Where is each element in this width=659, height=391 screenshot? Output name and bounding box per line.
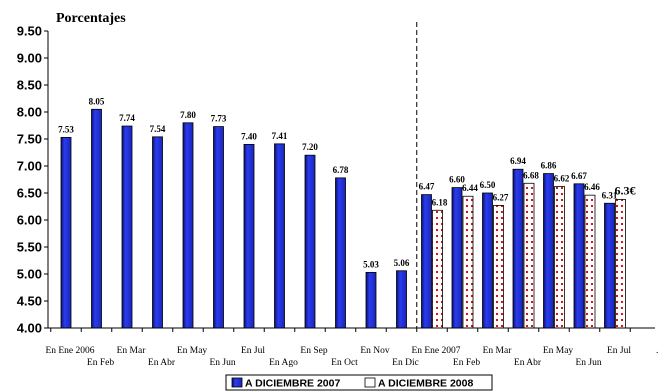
x-tick-label: En May (543, 346, 574, 356)
bar-2007 (451, 187, 463, 329)
x-tick-label: En Oct (331, 358, 358, 368)
data-label-2007: 6.60 (449, 175, 465, 185)
data-label-2007: 6.78 (333, 165, 349, 175)
bar-2008 (432, 209, 443, 329)
data-label-2007: 7.20 (302, 142, 318, 152)
bar-2007 (60, 136, 72, 329)
legend-swatch-2008 (364, 377, 376, 388)
data-label-2007: 7.41 (272, 131, 288, 141)
bar-2008 (615, 199, 626, 329)
data-label-2007: 5.03 (363, 259, 379, 269)
data-label-2008: 6.68 (523, 170, 539, 180)
data-label-2007: 6.67 (571, 171, 587, 181)
x-tick-label: En Sep (300, 346, 327, 356)
x-tick-label: En Abr (514, 358, 542, 368)
y-tick-label: 6.00 (17, 213, 42, 228)
bar-2008 (523, 182, 535, 329)
data-label-2007: 7.73 (211, 114, 227, 124)
legend-label-2007: A DICIEMBRE 2007 (245, 378, 340, 390)
data-label-2007: 6.47 (419, 182, 435, 192)
bars: 7.53 8.05 7.74 7.54 7.80 7.73 7.40 7.41 7.20 6.78… (58, 96, 636, 329)
bar-2007 (543, 173, 554, 329)
data-label-2008: 6.46 (584, 182, 600, 192)
data-label-2007: 7.54 (150, 124, 166, 134)
y-tick-label: 7.50 (17, 132, 42, 147)
x-tick-label: En Dic (392, 358, 419, 368)
x-tick-label: En Mar (483, 346, 513, 356)
y-tick-label: 8.00 (17, 105, 42, 120)
bar-2007 (213, 126, 224, 329)
x-tick-label: En Abr (148, 358, 176, 368)
data-label-2007: 7.40 (241, 131, 257, 141)
data-label-2008: 6.44 (462, 183, 478, 193)
legend-label-2008: A DICIEMBRE 2008 (378, 378, 473, 390)
x-tick-label-trailing: . (656, 346, 658, 356)
y-tick-label: 9.00 (17, 51, 42, 66)
bar-2007 (573, 183, 585, 329)
data-label-2007: 7.80 (180, 110, 196, 120)
x-tick-label: En Jun (575, 358, 601, 368)
x-tick-label: En May (177, 346, 208, 356)
data-label-2007: 6.94 (510, 156, 526, 166)
data-label-2007: 8.05 (89, 96, 105, 106)
bar-2008 (554, 186, 565, 329)
bar-2007 (274, 143, 285, 329)
data-label-2008: 6.27 (493, 192, 509, 202)
bar-2007 (365, 271, 377, 329)
legend: A DICIEMBRE 2007 A DICIEMBRE 2008 (225, 374, 493, 391)
data-label-2007: 6.31 (602, 190, 618, 200)
legend-swatch-2007 (231, 377, 243, 388)
bar-2007 (152, 136, 163, 329)
y-tick-label: 4.50 (17, 294, 42, 309)
data-label-2008: 6.3€ (615, 183, 636, 197)
x-axis: En Ene 2006 En Mar En May En Jul En Sep En No… (45, 22, 658, 368)
data-label-2007: 6.50 (480, 180, 496, 190)
x-tick-label: En Ago (269, 358, 298, 368)
x-tick-label: En Jul (241, 346, 265, 356)
data-label-2007: 6.86 (541, 161, 557, 171)
bar-2007 (396, 270, 407, 329)
x-tick-label: En Jun (209, 358, 235, 368)
data-label-2007: 7.53 (58, 124, 74, 134)
y-tick-label: 6.50 (17, 186, 42, 201)
bar-2007 (182, 122, 194, 329)
bar-2007 (91, 108, 102, 329)
y-tick-label: 9.50 (17, 24, 42, 39)
data-label-2008: 6.62 (554, 174, 570, 184)
bar-2007 (304, 154, 316, 329)
bar-2008 (584, 194, 596, 329)
bar-2007 (121, 125, 133, 329)
x-tick-label: En Ene 2007 (411, 346, 460, 356)
bar-2007 (482, 192, 493, 329)
y-tick-label: 7.00 (17, 159, 42, 174)
y-tick-label: 5.00 (17, 267, 42, 282)
y-axis: 4.00 4.50 5.00 5.50 6.00 6.50 7.00 7.50 8.00 8.50… (17, 24, 49, 336)
bar-2007 (243, 143, 255, 329)
bar-2007 (335, 177, 346, 329)
data-label-2007: 5.06 (394, 258, 410, 268)
x-tick-label: En Jul (607, 346, 631, 356)
x-tick-label: En Mar (117, 346, 147, 356)
y-tick-label: 4.00 (17, 321, 42, 336)
x-tick-label: En Ene 2006 (45, 346, 94, 356)
data-label-2008: 6.18 (432, 197, 448, 207)
y-tick-label: 8.50 (17, 78, 42, 93)
bar-2008 (493, 205, 504, 329)
data-label-2007: 7.74 (119, 113, 135, 123)
bar-2008 (462, 195, 474, 329)
legend-box (225, 374, 493, 391)
x-tick-label: En Feb (87, 358, 114, 368)
bar-2007 (512, 168, 524, 329)
x-tick-label: En Feb (453, 358, 480, 368)
chart-title: Porcentajes (56, 11, 126, 26)
bar-2007 (421, 194, 432, 329)
x-tick-label: En Nov (360, 346, 390, 356)
bar-2007 (604, 202, 615, 329)
y-tick-label: 5.50 (17, 240, 42, 255)
